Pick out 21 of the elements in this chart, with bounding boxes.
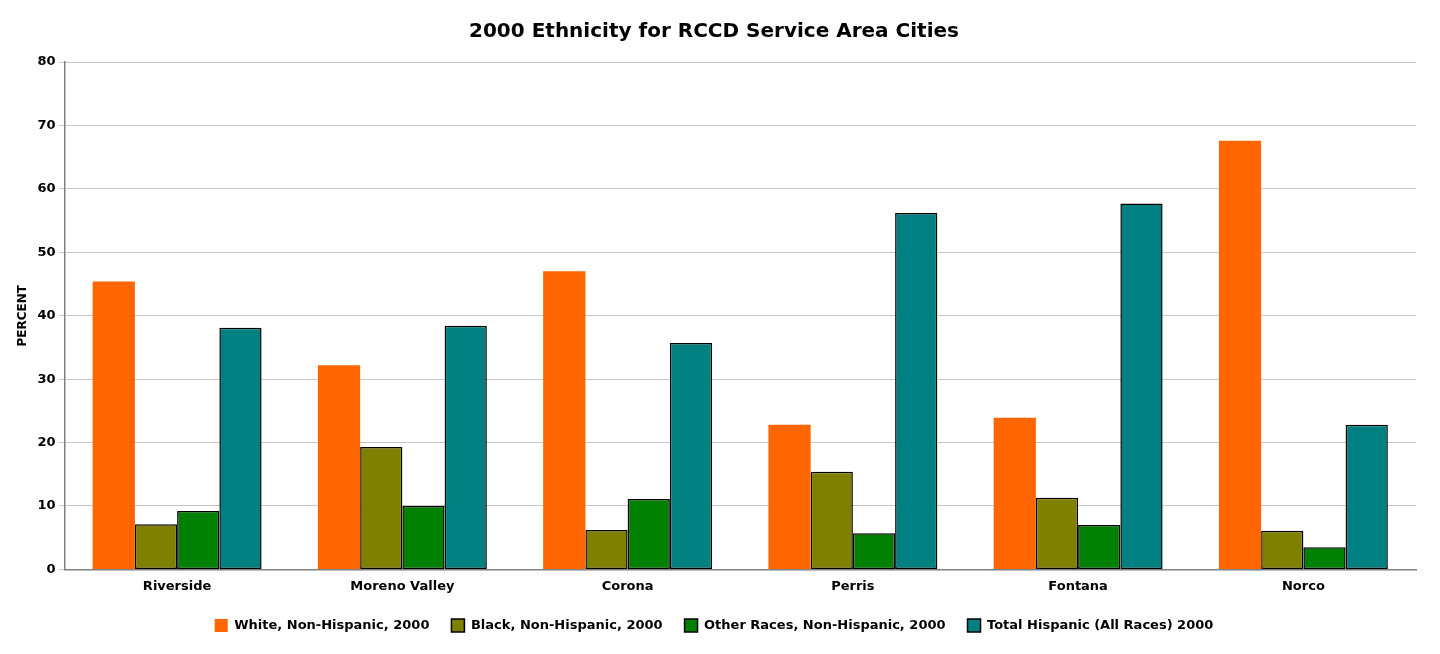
legend-label: Black, Non-Hispanic, 2000 bbox=[470, 616, 663, 632]
x-tick-label: Fontana bbox=[1048, 577, 1108, 593]
legend-label: Total Hispanic (All Races) 2000 bbox=[987, 616, 1214, 632]
legend-label: White, Non-Hispanic, 2000 bbox=[234, 616, 430, 632]
x-tick-label: Perris bbox=[831, 577, 875, 593]
x-tick-label: Norco bbox=[1281, 577, 1325, 593]
y-tick-label: 10 bbox=[37, 497, 56, 513]
y-tick-label: 70 bbox=[37, 116, 56, 132]
y-axis-title: PERCENT bbox=[15, 284, 30, 347]
y-tick-label: 50 bbox=[37, 243, 56, 259]
x-tick-label: Moreno Valley bbox=[350, 577, 455, 593]
y-tick-label: 0 bbox=[46, 560, 56, 576]
y-tick-label: 60 bbox=[37, 180, 56, 196]
x-tick-label: Riverside bbox=[142, 577, 212, 593]
x-tick-label: Corona bbox=[601, 577, 654, 593]
legend-label: Other Races, Non-Hispanic, 2000 bbox=[704, 616, 946, 632]
y-tick-label: 40 bbox=[37, 307, 56, 323]
y-tick-label: 30 bbox=[37, 370, 56, 386]
y-tick-label: 20 bbox=[37, 433, 56, 449]
chart-title: 2000 Ethnicity for RCCD Service Area Cities bbox=[469, 18, 959, 43]
y-tick-label: 80 bbox=[37, 53, 56, 69]
